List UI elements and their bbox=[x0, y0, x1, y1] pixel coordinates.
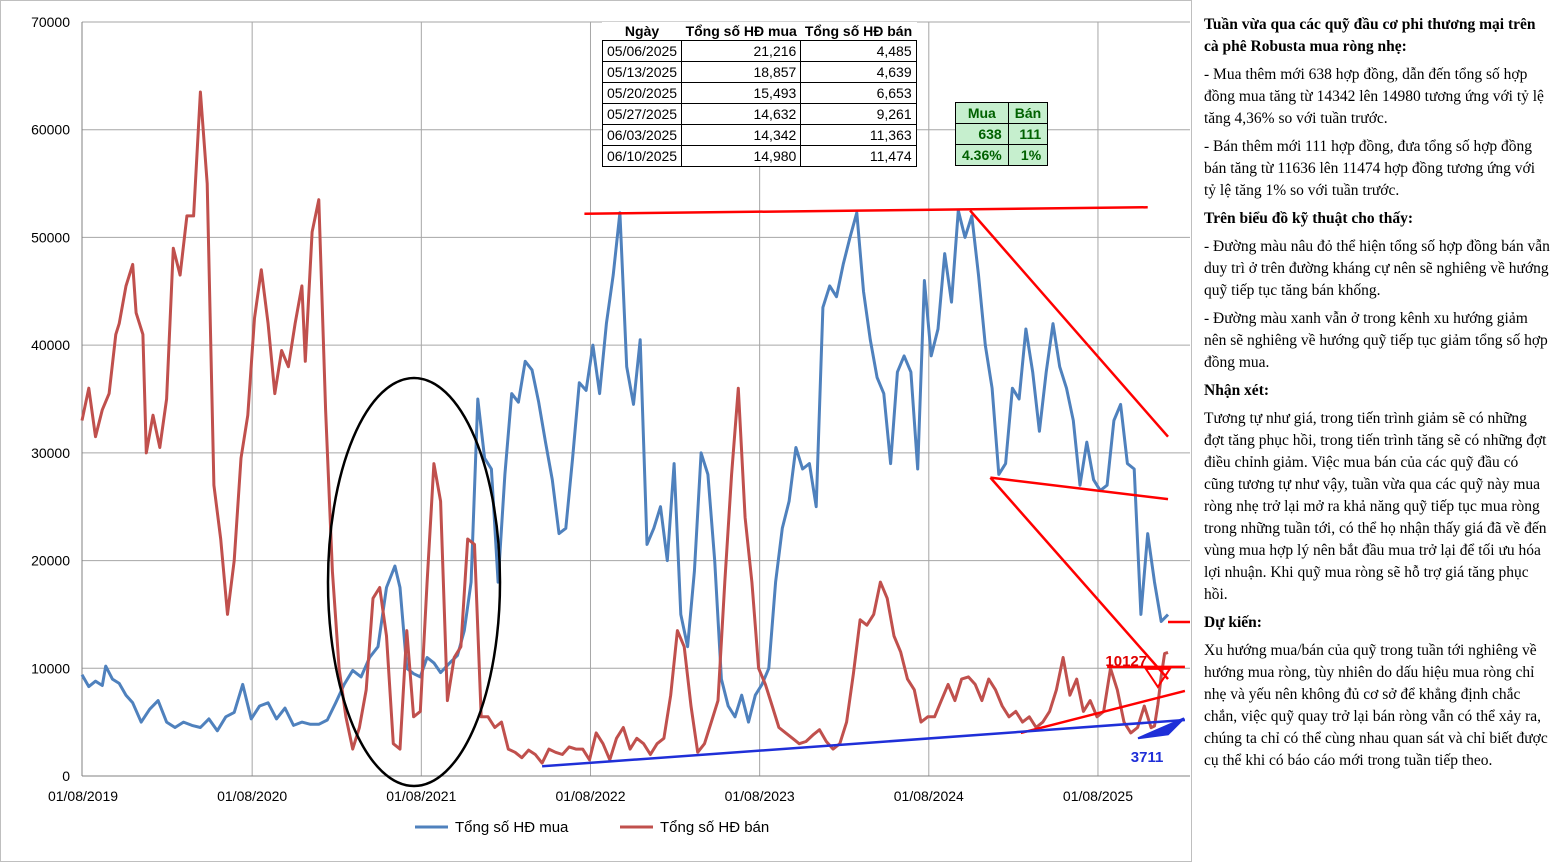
trend-line bbox=[584, 206, 1148, 215]
trend-line bbox=[969, 209, 1169, 438]
buy-change-contracts: 638 bbox=[955, 123, 1009, 145]
header-sell: Tổng số HĐ bán bbox=[804, 23, 913, 39]
cell-date: 05/20/2025 bbox=[601, 82, 683, 104]
y-tick-label: 50000 bbox=[31, 229, 70, 245]
table-row: 06/03/2025 14,342 11,363 bbox=[601, 124, 917, 146]
y-tick-label: 10000 bbox=[31, 660, 70, 676]
commentary-paragraph: - Đường màu xanh vẫn ở trong kênh xu hướ… bbox=[1204, 310, 1548, 371]
y-tick-label: 20000 bbox=[31, 553, 70, 569]
y-tick-label: 40000 bbox=[31, 337, 70, 353]
commentary-paragraph: Xu hướng mua/bán của quỹ trong tuần tới … bbox=[1204, 642, 1548, 769]
legend-label: Tổng số HĐ bán bbox=[660, 819, 769, 836]
cell-sell: 9,261 bbox=[800, 103, 917, 125]
y-tick-label: 60000 bbox=[31, 122, 70, 138]
cell-date: 06/10/2025 bbox=[601, 145, 683, 167]
x-tick-label: 01/08/2022 bbox=[555, 788, 625, 804]
commentary-heading: Trên biểu đồ kỹ thuật cho thấy: bbox=[1204, 210, 1413, 227]
table-row: 05/27/2025 14,632 9,261 bbox=[601, 103, 917, 125]
x-tick-label: 01/08/2021 bbox=[386, 788, 456, 804]
x-tick-label: 01/08/2024 bbox=[894, 788, 964, 804]
annotation-label: 10127 bbox=[1105, 653, 1147, 670]
cell-buy: 14,342 bbox=[681, 124, 802, 146]
cell-buy: 14,632 bbox=[681, 103, 802, 125]
trend-line bbox=[990, 476, 1169, 501]
table-row: 05/20/2025 15,493 6,653 bbox=[601, 82, 917, 104]
sell-change-percent: 1% bbox=[1007, 144, 1049, 166]
table-row: 06/10/2025 14,980 11,474 bbox=[601, 145, 917, 167]
commentary-heading: Nhận xét: bbox=[1204, 382, 1270, 399]
commentary-paragraph: - Bán thêm mới 111 hợp đồng, đưa tổng số… bbox=[1204, 138, 1536, 199]
x-tick-label: 01/08/2019 bbox=[48, 788, 118, 804]
legend-label: Tổng số HĐ mua bbox=[455, 819, 569, 836]
commentary-paragraph: Tương tự như giá, trong tiến trình giảm … bbox=[1204, 410, 1547, 603]
header-buy-change: Mua bbox=[955, 102, 1009, 124]
cell-buy: 15,493 bbox=[681, 82, 802, 104]
positions-table: Ngày Tổng số HĐ mua Tổng số HĐ bán 05/06… bbox=[601, 22, 917, 167]
sell-change-contracts: 111 bbox=[1007, 123, 1049, 145]
table-row: 05/06/2025 21,216 4,485 bbox=[601, 40, 917, 62]
reversal-marker bbox=[1143, 667, 1172, 689]
x-tick-label: 01/08/2025 bbox=[1063, 788, 1133, 804]
table-header-row: Ngày Tổng số HĐ mua Tổng số HĐ bán bbox=[603, 22, 917, 41]
header-date: Ngày bbox=[624, 23, 660, 39]
trend-line bbox=[542, 718, 1186, 768]
cell-date: 05/13/2025 bbox=[601, 61, 683, 83]
change-row: 4.36% 1% bbox=[955, 144, 1049, 166]
x-tick-label: 01/08/2020 bbox=[217, 788, 287, 804]
cell-buy: 14,980 bbox=[681, 145, 802, 167]
cell-date: 05/06/2025 bbox=[601, 40, 683, 62]
commentary-heading: Dự kiến: bbox=[1204, 614, 1262, 631]
cell-sell: 4,639 bbox=[800, 61, 917, 83]
cell-buy: 21,216 bbox=[681, 40, 802, 62]
series-line-0 bbox=[80, 209, 1170, 733]
annotation-label: 3711 bbox=[1131, 749, 1164, 766]
header-buy: Tổng số HĐ mua bbox=[685, 23, 797, 39]
x-tick-label: 01/08/2023 bbox=[725, 788, 795, 804]
trend-line bbox=[1020, 689, 1186, 735]
cell-sell: 11,363 bbox=[800, 124, 917, 146]
cell-buy: 18,857 bbox=[681, 61, 802, 83]
highlight-ellipse bbox=[326, 376, 502, 788]
cell-sell: 6,653 bbox=[800, 82, 917, 104]
header-sell-change: Bán bbox=[1007, 102, 1049, 124]
table-row: 05/13/2025 18,857 4,639 bbox=[601, 61, 917, 83]
buy-change-percent: 4.36% bbox=[955, 144, 1009, 166]
change-row: 638 111 bbox=[955, 123, 1049, 145]
commentary-heading: Tuần vừa qua các quỹ đầu cơ phi thương m… bbox=[1204, 16, 1536, 55]
commentary-panel: Tuần vừa qua các quỹ đầu cơ phi thương m… bbox=[1204, 14, 1550, 778]
commentary-paragraph: - Đường màu nâu đỏ thể hiện tổng số hợp … bbox=[1204, 238, 1550, 299]
cell-sell: 11,474 bbox=[800, 145, 917, 167]
commentary-paragraph: - Mua thêm mới 638 hợp đồng, dẫn đến tổn… bbox=[1204, 66, 1544, 127]
y-tick-label: 30000 bbox=[31, 445, 70, 461]
trend-line bbox=[989, 476, 1169, 680]
series-line-1 bbox=[80, 90, 1169, 765]
y-tick-label: 0 bbox=[62, 768, 70, 784]
weekly-change-table: Mua Bán 638 111 4.36% 1% bbox=[955, 102, 1049, 166]
y-tick-label: 70000 bbox=[31, 14, 70, 30]
cell-sell: 4,485 bbox=[800, 40, 917, 62]
cell-date: 05/27/2025 bbox=[601, 103, 683, 125]
cell-date: 06/03/2025 bbox=[601, 124, 683, 146]
blue-arrow-marker bbox=[1137, 717, 1185, 740]
change-header-row: Mua Bán bbox=[955, 102, 1049, 124]
